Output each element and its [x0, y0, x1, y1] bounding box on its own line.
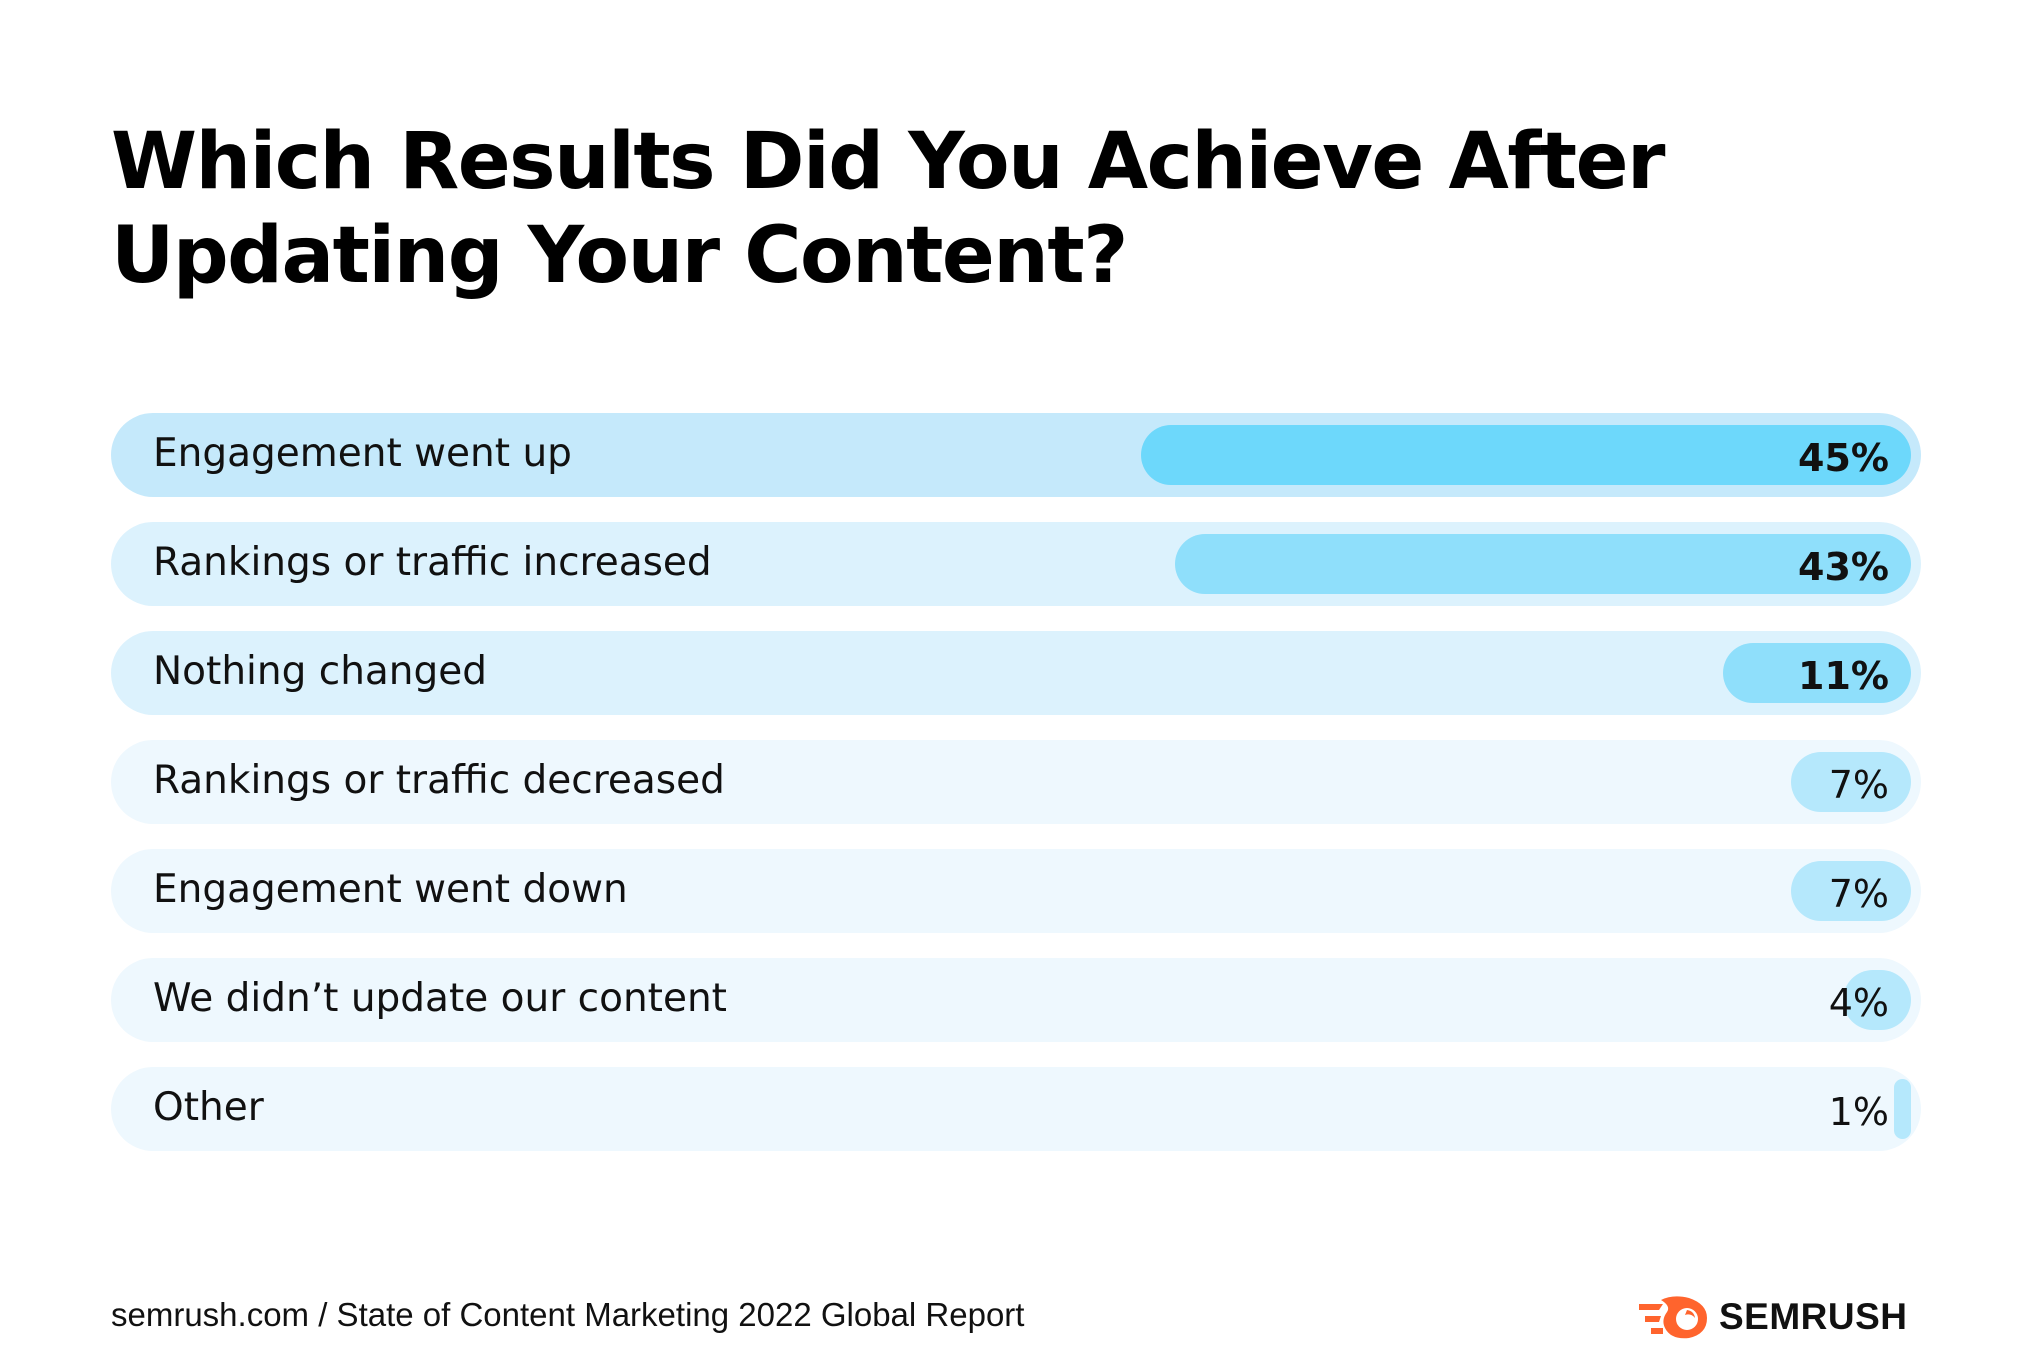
chart-row: Engagement went down 7% [111, 849, 1921, 933]
category-label: Rankings or traffic increased [153, 540, 712, 585]
chart-bar [1791, 861, 1911, 921]
chart-bar [1842, 970, 1911, 1030]
category-label: Engagement went down [153, 867, 628, 912]
chart-title: Which Results Did You Achieve After Upda… [111, 117, 1665, 301]
value-label: 7% [1828, 872, 1889, 916]
logo-wordmark: SEMRUSH [1719, 1296, 1908, 1337]
chart-row: Other 1% [111, 1067, 1921, 1151]
chart-row: We didn’t update our content 4% [111, 958, 1921, 1042]
category-label: Other [153, 1085, 264, 1130]
category-label: Engagement went up [153, 431, 572, 476]
value-label: 1% [1828, 1090, 1889, 1134]
chart-bar [1140, 425, 1911, 485]
chart-row: Engagement went up 45% [111, 413, 1921, 497]
chart-row: Rankings or traffic increased 43% [111, 522, 1921, 606]
category-label: Nothing changed [153, 649, 488, 694]
source-caption: semrush.com / State of Content Marketing… [111, 1296, 1025, 1333]
chart-row: Nothing changed 11% [111, 631, 1921, 715]
chart-bar [1893, 1079, 1911, 1139]
semrush-logo[interactable]: SEMRUSH [1637, 1292, 1908, 1342]
value-label: 4% [1828, 981, 1889, 1025]
category-label: Rankings or traffic decreased [153, 758, 725, 803]
semrush-fire-icon [1639, 1296, 1707, 1339]
category-label: We didn’t update our content [153, 976, 727, 1021]
chart-row: Rankings or traffic decreased 7% [111, 740, 1921, 824]
bar-chart: Engagement went up 45% Rankings or traffic… [111, 413, 1921, 1153]
chart-bar [1174, 534, 1911, 594]
value-label: 45% [1798, 436, 1889, 480]
value-label: 11% [1798, 654, 1889, 698]
chart-bar [1722, 643, 1911, 703]
value-label: 7% [1828, 763, 1889, 807]
value-label: 43% [1798, 545, 1889, 589]
chart-bar [1791, 752, 1911, 812]
